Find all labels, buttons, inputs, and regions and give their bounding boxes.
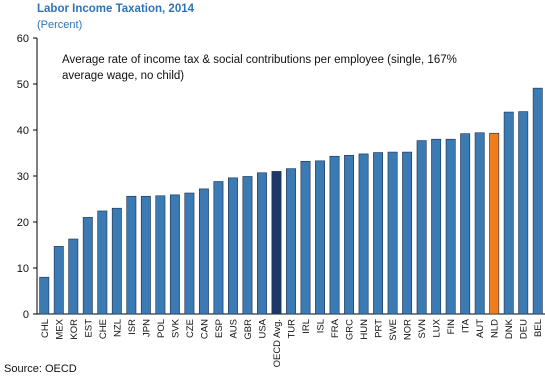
bar-chl xyxy=(39,276,50,315)
bar-mex xyxy=(53,246,64,315)
x-tick-labels: CHL MEX KOR EST CHE NZL ISR JPN POL SVK CZE CAN ESP A… xyxy=(40,318,544,367)
x-tick-label: BEL xyxy=(533,319,544,337)
y-tick-label: 40 xyxy=(17,125,29,137)
x-tick-label: GRC xyxy=(345,319,356,340)
bar-nor xyxy=(402,151,413,315)
y-tick-label: 20 xyxy=(17,217,29,229)
x-tick-label: GBR xyxy=(243,319,254,340)
y-tick-label: 0 xyxy=(23,309,29,321)
bar-aut xyxy=(474,132,485,315)
bar-irl xyxy=(300,160,311,315)
x-tick-label: FRA xyxy=(330,318,341,338)
bar-pol xyxy=(155,195,166,315)
bar-cze xyxy=(184,192,195,315)
bar-oecd-avg- xyxy=(271,171,282,315)
x-tick-label: SVK xyxy=(170,318,181,338)
bar-prt xyxy=(373,152,384,315)
bar-che xyxy=(97,210,108,315)
bar-swe xyxy=(387,151,398,315)
bar-usa xyxy=(257,172,267,315)
y-tick-label: 50 xyxy=(17,79,29,91)
x-tick-label: LUX xyxy=(432,318,443,337)
bar-can xyxy=(198,188,209,315)
bar-dnk xyxy=(503,111,514,315)
x-tick-label: ISL xyxy=(316,319,327,333)
y-tick-label: 10 xyxy=(17,263,29,275)
x-tick-label: CHE xyxy=(98,319,109,339)
x-tick-label: HUN xyxy=(359,319,370,340)
x-tick-label: TUR xyxy=(287,319,298,339)
bar-fra xyxy=(329,155,340,315)
y-tick-label: 30 xyxy=(17,171,29,183)
bar-fin xyxy=(445,138,456,315)
bars xyxy=(39,87,543,315)
x-tick-label: ISR xyxy=(127,319,138,335)
x-tick-label: CAN xyxy=(199,319,210,339)
x-tick-label: PRT xyxy=(374,319,385,338)
bar-isr xyxy=(126,195,137,315)
x-tick-label: FIN xyxy=(446,319,457,334)
bar-isl xyxy=(315,160,325,315)
bar-grc xyxy=(344,155,355,315)
x-tick-label: NLD xyxy=(490,319,501,338)
bar-nld xyxy=(489,132,500,315)
x-tick-label: AUS xyxy=(228,319,239,339)
x-tick-label: KOR xyxy=(69,319,80,340)
bar-deu xyxy=(518,111,529,315)
x-tick-label: ITA xyxy=(461,318,472,333)
chart-subtitle: (Percent) xyxy=(37,19,83,31)
bar-tur xyxy=(286,168,296,315)
bar-svk xyxy=(169,194,180,315)
y-tick-label: 60 xyxy=(17,33,29,45)
x-tick-label: USA xyxy=(257,318,268,338)
x-tick-label: CHL xyxy=(40,319,51,338)
x-tick-label: EST xyxy=(83,319,94,338)
x-tick-label: CZE xyxy=(185,319,196,338)
bar-lux xyxy=(431,138,442,315)
bar-bel xyxy=(532,87,543,315)
x-tick-label: OECD Avg. xyxy=(272,319,283,367)
source-note: Source: OECD xyxy=(4,363,77,375)
x-tick-label: JPN xyxy=(141,319,152,337)
y-tick-labels: 0 10 20 30 40 50 60 xyxy=(17,33,29,321)
x-tick-label: IRL xyxy=(301,319,312,334)
bar-svn xyxy=(416,140,427,315)
bar-est xyxy=(82,217,93,315)
x-tick-label: POL xyxy=(156,319,167,338)
bar-ita xyxy=(460,133,471,315)
x-tick-label: MEX xyxy=(54,318,65,339)
x-tick-label: NZL xyxy=(112,319,123,337)
bar-gbr xyxy=(242,176,253,315)
x-tick-label: SVN xyxy=(417,319,428,339)
bar-hun xyxy=(358,153,369,315)
x-tick-label: AUT xyxy=(475,319,486,338)
bar-nzl xyxy=(111,207,122,315)
bar-jpn xyxy=(140,195,151,315)
x-tick-label: ESP xyxy=(214,319,225,338)
x-tick-label: SWE xyxy=(388,319,399,341)
chart-annotation: Average rate of income tax & social cont… xyxy=(62,54,457,82)
bar-aus xyxy=(227,177,238,315)
chart-title: Labor Income Taxation, 2014 xyxy=(37,3,195,15)
bar-kor xyxy=(68,238,79,315)
x-tick-label: NOR xyxy=(403,319,414,340)
x-tick-label: DEU xyxy=(519,319,530,339)
x-tick-label: DNK xyxy=(504,318,515,339)
bar-esp xyxy=(213,181,224,315)
